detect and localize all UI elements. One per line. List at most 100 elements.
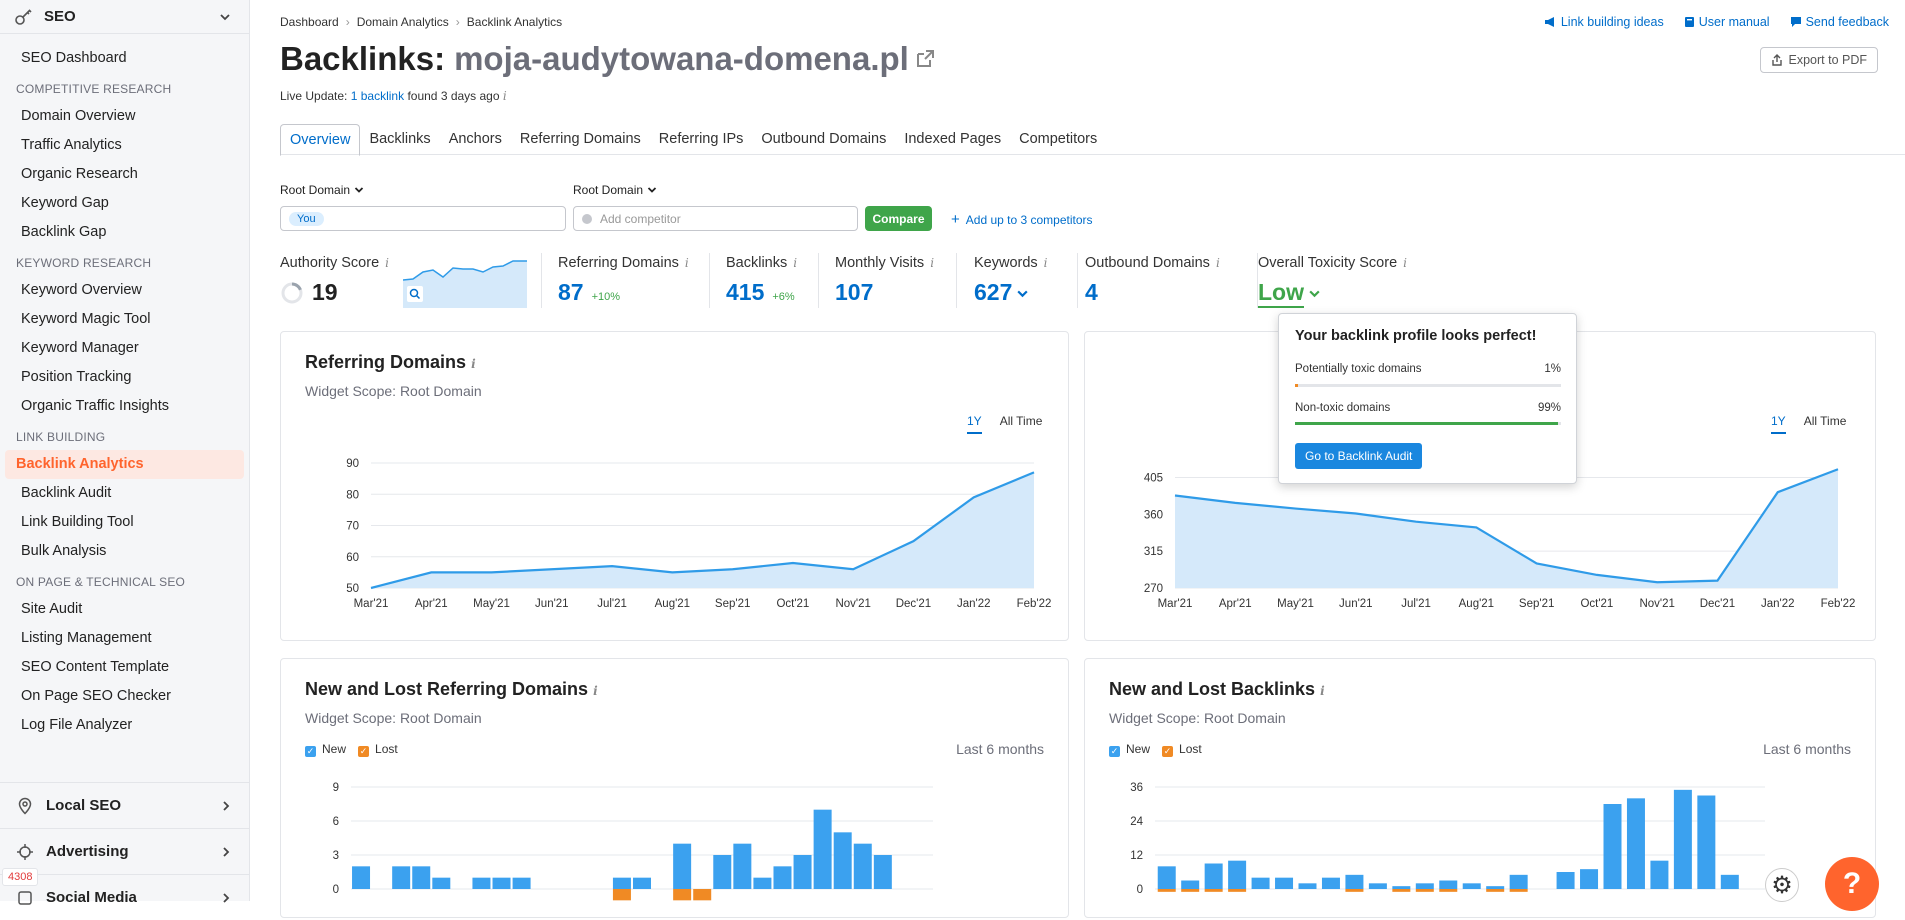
bar-new[interactable] — [1345, 875, 1363, 889]
bar-new[interactable] — [854, 844, 872, 889]
scope-select-competitor[interactable]: Root Domain — [573, 183, 657, 197]
bar-new[interactable] — [1228, 861, 1246, 889]
sidebar-item-organic-traffic-insights[interactable]: Organic Traffic Insights — [5, 392, 244, 421]
your-domain-input[interactable]: You — [280, 206, 566, 231]
tab-outbound-domains[interactable]: Outbound Domains — [752, 124, 895, 154]
bar-new[interactable] — [753, 878, 771, 889]
send-feedback-link[interactable]: Send feedback — [1790, 15, 1889, 29]
bar-new[interactable] — [1158, 866, 1176, 889]
bar-lost[interactable] — [1439, 889, 1457, 892]
sidebar-group-local-seo[interactable]: Local SEO — [0, 782, 250, 828]
bar-new[interactable] — [412, 866, 430, 889]
tab-referring-ips[interactable]: Referring IPs — [650, 124, 753, 154]
info-icon[interactable]: i — [793, 256, 801, 270]
bar-new[interactable] — [1510, 875, 1528, 889]
bar-new[interactable] — [613, 878, 631, 889]
export-pdf-button[interactable]: Export to PDF — [1760, 47, 1879, 73]
tab-anchors[interactable]: Anchors — [440, 124, 511, 154]
bar-lost[interactable] — [1228, 889, 1246, 892]
bar-new[interactable] — [673, 844, 691, 889]
bar-new[interactable] — [1557, 872, 1575, 889]
sidebar-item-link-building-tool[interactable]: Link Building Tool — [5, 508, 244, 537]
bar-new[interactable] — [733, 844, 751, 889]
bar-new[interactable] — [773, 866, 791, 889]
bar-new[interactable] — [1275, 878, 1293, 889]
sidebar-item-traffic-analytics[interactable]: Traffic Analytics — [5, 131, 244, 160]
bar-lost[interactable] — [1486, 889, 1504, 892]
bar-new[interactable] — [1604, 804, 1622, 889]
bar-new[interactable] — [874, 855, 892, 889]
sidebar-item-keyword-magic-tool[interactable]: Keyword Magic Tool — [5, 305, 244, 334]
sidebar-item-backlink-analytics[interactable]: Backlink Analytics — [5, 450, 244, 479]
sidebar-item-listing-management[interactable]: Listing Management — [5, 624, 244, 653]
gear-icon[interactable]: ⚙ — [1765, 868, 1799, 902]
tab-overview[interactable]: Overview — [280, 124, 360, 156]
sidebar-item-position-tracking[interactable]: Position Tracking — [5, 363, 244, 392]
sidebar-item-keyword-manager[interactable]: Keyword Manager — [5, 334, 244, 363]
bar-new[interactable] — [1580, 869, 1598, 889]
bar-new[interactable] — [1697, 796, 1715, 890]
compare-button[interactable]: Compare — [865, 206, 932, 231]
info-icon[interactable]: i — [1044, 256, 1052, 270]
bar-new[interactable] — [1181, 881, 1199, 890]
tab-indexed-pages[interactable]: Indexed Pages — [895, 124, 1010, 154]
bar-new[interactable] — [633, 878, 651, 889]
bar-lost[interactable] — [1416, 889, 1434, 892]
scope-select-you[interactable]: Root Domain — [280, 183, 364, 197]
bar-new[interactable] — [1439, 881, 1457, 890]
sidebar-group-advertising[interactable]: Advertising — [0, 828, 250, 874]
bar-new[interactable] — [1650, 861, 1668, 889]
tab-backlinks[interactable]: Backlinks — [360, 124, 439, 154]
sidebar-item-bulk-analysis[interactable]: Bulk Analysis — [5, 537, 244, 566]
bar-new[interactable] — [814, 810, 832, 889]
sidebar-item-backlink-audit[interactable]: Backlink Audit — [5, 479, 244, 508]
bar-lost[interactable] — [1205, 889, 1223, 892]
sidebar-item-backlink-gap[interactable]: Backlink Gap — [5, 218, 244, 247]
breadcrumb-item[interactable]: Domain Analytics — [357, 15, 449, 29]
add-competitors-link[interactable]: +Add up to 3 competitors — [951, 211, 1093, 228]
info-icon[interactable]: i — [1216, 256, 1224, 270]
bar-new[interactable] — [352, 866, 370, 889]
bar-new[interactable] — [1322, 878, 1340, 889]
info-icon[interactable]: i — [503, 89, 511, 103]
bar-new[interactable] — [432, 878, 450, 889]
bar-lost[interactable] — [1345, 889, 1363, 892]
info-icon[interactable]: i — [685, 256, 693, 270]
breadcrumb-item[interactable]: Dashboard — [280, 15, 339, 29]
sidebar-item-keyword-overview[interactable]: Keyword Overview — [5, 276, 244, 305]
sidebar-item-seo-dashboard[interactable]: SEO Dashboard — [5, 44, 244, 73]
link-building-ideas-link[interactable]: Link building ideas — [1544, 15, 1664, 29]
sidebar-seo-header[interactable]: SEO — [0, 0, 249, 34]
bar-new[interactable] — [1627, 798, 1645, 889]
info-icon[interactable]: i — [1403, 256, 1411, 270]
bar-new[interactable] — [513, 878, 531, 889]
bar-new[interactable] — [1392, 886, 1410, 889]
bar-lost[interactable] — [673, 889, 691, 900]
bar-new[interactable] — [1416, 883, 1434, 889]
bar-new[interactable] — [472, 878, 490, 889]
authority-sparkline[interactable] — [403, 258, 527, 308]
sidebar-item-keyword-gap[interactable]: Keyword Gap — [5, 189, 244, 218]
sidebar-item-site-audit[interactable]: Site Audit — [5, 595, 244, 624]
sidebar-item-organic-research[interactable]: Organic Research — [5, 160, 244, 189]
bar-lost[interactable] — [1392, 889, 1410, 892]
sidebar-item-log-file-analyzer[interactable]: Log File Analyzer — [5, 711, 244, 740]
bar-new[interactable] — [1674, 790, 1692, 889]
bar-lost[interactable] — [1158, 889, 1176, 892]
bar-lost[interactable] — [613, 889, 631, 900]
help-button[interactable]: ? — [1825, 857, 1879, 911]
bar-new[interactable] — [1369, 883, 1387, 889]
info-icon[interactable]: i — [930, 256, 938, 270]
bar-new[interactable] — [493, 878, 511, 889]
competitor-input[interactable]: Add competitor — [573, 206, 858, 231]
user-manual-link[interactable]: User manual — [1684, 15, 1770, 29]
bar-lost[interactable] — [693, 889, 711, 900]
